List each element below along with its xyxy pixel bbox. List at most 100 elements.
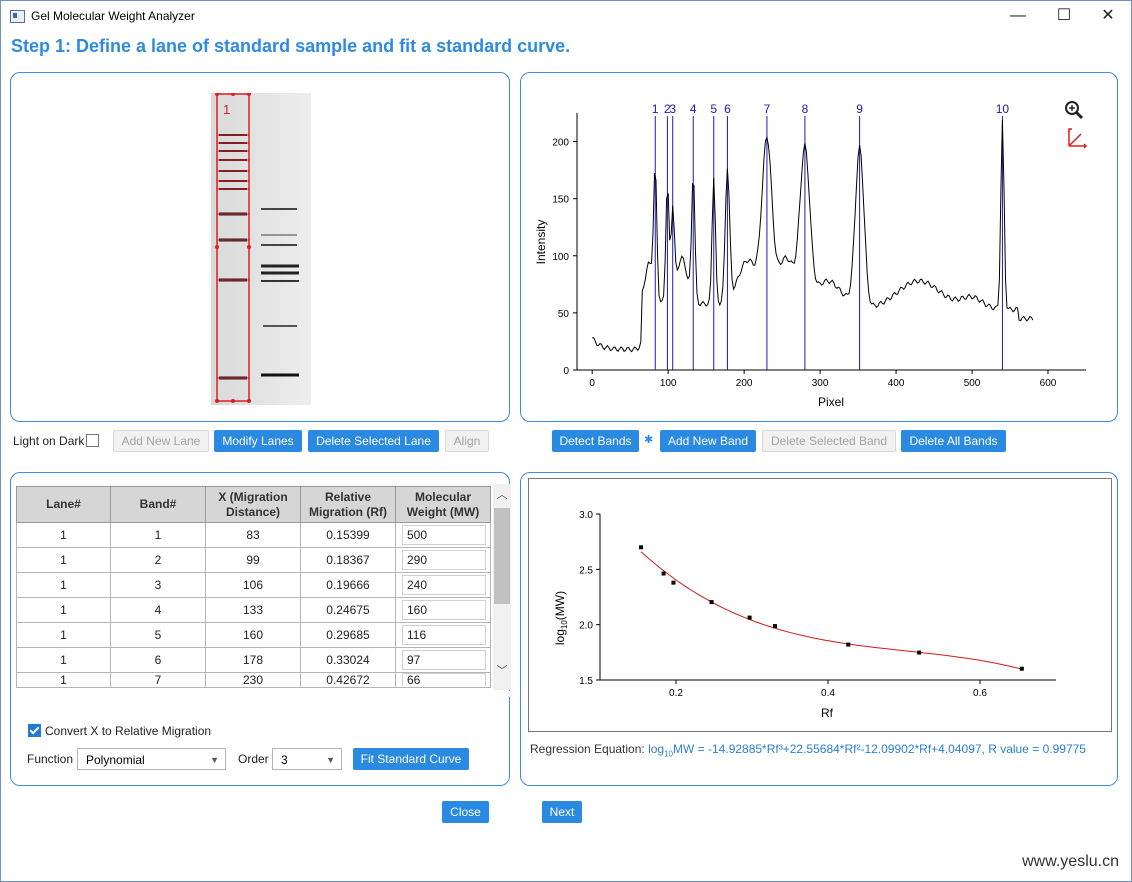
data-point <box>747 615 752 620</box>
curve-y-axis-label: log10(MW) <box>553 591 569 645</box>
gel-image-panel: 1 <box>10 72 510 422</box>
light-on-dark-checkbox[interactable] <box>86 434 99 447</box>
maximize-button[interactable]: ☐ <box>1056 7 1072 24</box>
cell-lane: 1 <box>16 647 111 673</box>
cell-mw: 97 <box>395 647 491 673</box>
chevron-down-icon: ▼ <box>210 755 219 765</box>
light-on-dark-label: Light on Dark <box>13 434 85 448</box>
regression-formula: log10MW = -14.92885*Rf³+22.55684*Rf²-12.… <box>648 742 1086 759</box>
scroll-thumb[interactable] <box>494 508 510 604</box>
profile-y-tick-label: 100 <box>552 252 569 263</box>
band-label: 9 <box>856 102 863 116</box>
cell-mw: 290 <box>395 547 491 573</box>
function-label: Function <box>27 752 74 766</box>
cell-lane: 1 <box>16 597 111 623</box>
standard-curve-chart[interactable]: 0.2 0.4 0.6 1.5 2.0 2.5 3.0 Rf log10(MW) <box>521 473 1117 733</box>
cell-rf: 0.19666 <box>300 572 396 598</box>
close-button[interactable]: Close <box>442 801 489 823</box>
cell-band: 4 <box>110 597 206 623</box>
cell-lane: 1 <box>16 547 111 573</box>
cell-lane: 1 <box>16 572 111 598</box>
delete-all-bands-button[interactable]: Delete All Bands <box>901 430 1006 452</box>
profile-x-tick-label: 200 <box>736 378 753 389</box>
delete-selected-lane-button[interactable]: Delete Selected Lane <box>308 430 439 452</box>
mw-input[interactable]: 116 <box>402 625 486 645</box>
profile-x-tick-label: 100 <box>660 378 677 389</box>
profile-y-tick-label: 200 <box>552 138 569 149</box>
band-label: 4 <box>690 102 697 116</box>
col-header-mw: Molecular Weight (MW) <box>395 486 491 523</box>
data-point <box>917 650 922 655</box>
mw-input[interactable]: 97 <box>402 650 486 670</box>
gear-icon[interactable]: ✱ <box>644 434 654 446</box>
mw-input[interactable]: 290 <box>402 550 486 570</box>
col-header-rf: Relative Migration (Rf) <box>300 486 396 523</box>
cell-rf: 0.29685 <box>300 622 396 648</box>
delete-selected-band-button[interactable]: Delete Selected Band <box>762 430 896 452</box>
table-scrollbar[interactable]: ︿ ﹀ <box>493 484 511 690</box>
curve-y-tick-label: 3.0 <box>579 510 593 521</box>
regression-label: Regression Equation: <box>530 742 645 756</box>
minimize-button[interactable]: — <box>1010 7 1026 24</box>
profile-x-tick-label: 400 <box>888 378 905 389</box>
data-point <box>661 571 666 576</box>
table-row[interactable]: 1 7 230 0.42672 66 <box>16 672 491 688</box>
fit-standard-curve-button[interactable]: Fit Standard Curve <box>353 748 469 770</box>
profile-y-tick-label: 50 <box>558 309 570 320</box>
curve-x-axis-label: Rf <box>821 706 834 720</box>
cell-rf: 0.24675 <box>300 597 396 623</box>
data-point <box>846 642 851 647</box>
add-new-lane-button[interactable]: Add New Lane <box>113 430 209 452</box>
scroll-up-icon[interactable]: ︿ <box>496 489 508 501</box>
add-new-band-button[interactable]: Add New Band <box>660 430 756 452</box>
cell-x: 178 <box>205 647 301 673</box>
align-button[interactable]: Align <box>445 430 489 452</box>
cell-rf: 0.18367 <box>300 547 396 573</box>
cell-rf: 0.42672 <box>300 672 396 688</box>
cell-band: 1 <box>110 522 206 548</box>
convert-x-checkbox[interactable] <box>28 724 41 737</box>
rescale-axes-icon[interactable] <box>1068 128 1088 149</box>
band-label: 6 <box>724 102 731 116</box>
table-row[interactable]: 1 1 83 0.15399 500 <box>16 522 491 548</box>
cell-band: 7 <box>110 672 206 688</box>
detect-bands-button[interactable]: Detect Bands <box>552 430 639 452</box>
table-row[interactable]: 1 6 178 0.33024 97 <box>16 647 491 673</box>
title-bar: Gel Molecular Weight Analyzer — ☐ ✕ <box>1 1 1131 31</box>
cell-x: 106 <box>205 572 301 598</box>
col-header-x: X (Migration Distance) <box>205 486 301 523</box>
curve-x-tick-label: 0.6 <box>973 688 987 699</box>
table-row[interactable]: 1 3 106 0.19666 240 <box>16 572 491 598</box>
cell-band: 5 <box>110 622 206 648</box>
band-label: 3 <box>669 102 676 116</box>
profile-y-axis-label: Intensity <box>534 220 548 265</box>
chevron-down-icon: ▼ <box>326 755 335 765</box>
cell-x: 133 <box>205 597 301 623</box>
next-button[interactable]: Next <box>542 801 582 823</box>
step-title: Step 1: Define a lane of standard sample… <box>11 36 571 56</box>
table-row[interactable]: 1 2 99 0.18367 290 <box>16 547 491 573</box>
gel-image[interactable]: 1 <box>211 93 311 405</box>
app-icon <box>10 10 25 23</box>
cell-mw: 500 <box>395 522 491 548</box>
order-select[interactable]: 3 ▼ <box>272 748 342 770</box>
mw-input[interactable]: 66 <box>402 673 486 686</box>
close-window-button[interactable]: ✕ <box>1101 7 1115 24</box>
convert-x-label: Convert X to Relative Migration <box>45 724 212 738</box>
table-row[interactable]: 1 5 160 0.29685 116 <box>16 622 491 648</box>
cell-x: 83 <box>205 522 301 548</box>
table-row[interactable]: 1 4 133 0.24675 160 <box>16 597 491 623</box>
mw-input[interactable]: 240 <box>402 575 486 595</box>
scroll-down-icon[interactable]: ﹀ <box>496 665 508 677</box>
band-label: 1 <box>652 102 659 116</box>
intensity-profile-chart[interactable]: 0 100 200 300 400 500 600 0 50 100 150 200 1 23 4 5 6 7 8… <box>521 73 1117 421</box>
function-select[interactable]: Polynomial ▼ <box>77 748 226 770</box>
zoom-in-icon[interactable] <box>1065 101 1084 120</box>
mw-input[interactable]: 160 <box>402 600 486 620</box>
mw-input[interactable]: 500 <box>402 525 486 545</box>
modify-lanes-button[interactable]: Modify Lanes <box>214 430 302 452</box>
cell-rf: 0.15399 <box>300 522 396 548</box>
data-point <box>1019 666 1024 671</box>
